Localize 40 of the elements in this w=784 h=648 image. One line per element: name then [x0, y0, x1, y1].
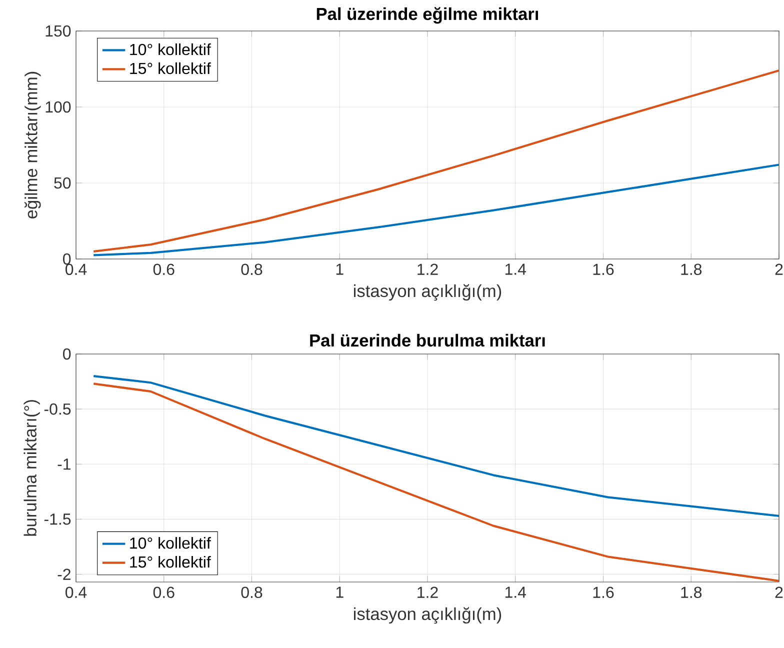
line-series	[92, 374, 780, 517]
x-tick-label: 2	[775, 264, 783, 275]
x-tick-label: 1.6	[593, 586, 614, 598]
x-tick-label: 1	[336, 586, 344, 598]
x-tick-label: 0.6	[153, 586, 174, 598]
y-tick-label: -1.5	[44, 514, 71, 525]
x-tick-label: 1.4	[505, 264, 526, 275]
y-tick-label: 150	[46, 25, 71, 37]
x-tick-label: 0.8	[241, 586, 262, 598]
legend-label: 15° kollektif	[130, 62, 211, 74]
x-tick-label: 1.4	[505, 586, 526, 598]
x-tick-label: 0.4	[66, 264, 87, 276]
x-tick-label: 1.6	[593, 264, 614, 276]
x-axis-title: istasyon açıklığı(m)	[354, 284, 502, 301]
legend-label: 15° kollektif	[130, 556, 211, 568]
y-tick-label: -2	[58, 568, 70, 580]
x-axis-title: istasyon açıklığı(m)	[354, 607, 502, 624]
chart-title: Pal üzerinde burulma miktarı	[310, 334, 545, 347]
y-tick-label: 0	[63, 253, 71, 265]
x-tick-label: 0.8	[241, 264, 262, 276]
y-tick-label: -1	[58, 458, 71, 470]
x-tick-label: 0.4	[66, 586, 87, 598]
legend-label: 10° kollektif	[130, 43, 211, 56]
y-axis-title: eğilme miktarı(mm)	[24, 72, 41, 218]
x-tick-label: 0.6	[153, 264, 174, 276]
x-tick-label: 2	[775, 586, 783, 598]
y-tick-label: 0	[63, 348, 71, 360]
y-axis-title: burulma miktarı(°)	[24, 400, 40, 536]
chart-title: Pal üzerinde eğilme miktarı	[316, 7, 538, 24]
line-series	[92, 164, 780, 256]
y-tick-label: -0.5	[44, 403, 71, 415]
y-tick-label: 100	[46, 101, 71, 113]
y-tick-label: 50	[54, 177, 71, 189]
x-tick-label: 1.8	[681, 264, 702, 276]
legend-label: 10° kollektif	[130, 537, 211, 549]
x-tick-label: 1.8	[681, 586, 702, 598]
x-tick-label: 1.2	[418, 586, 438, 598]
x-tick-label: 1	[336, 264, 344, 275]
x-tick-label: 1.2	[418, 264, 438, 275]
line-series	[92, 382, 780, 582]
